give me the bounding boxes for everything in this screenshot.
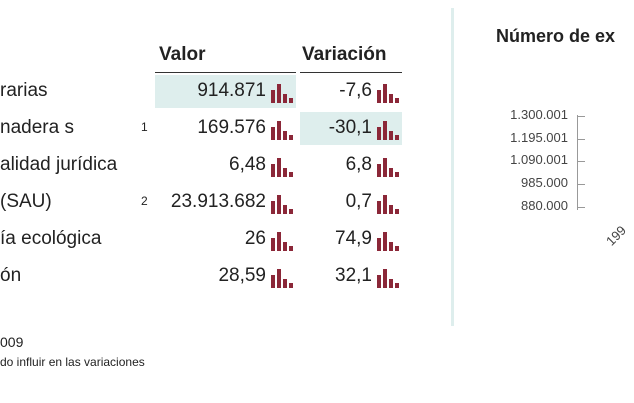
value-cell: 169.576 — [155, 112, 296, 145]
variation-number: 0,7 — [345, 191, 372, 212]
bar-chart-icon[interactable] — [377, 84, 399, 103]
value-number: 28,59 — [218, 265, 266, 286]
bar-chart-icon[interactable] — [377, 121, 399, 140]
table-row: ón 28,59 32,1 — [0, 260, 420, 297]
row-label: (SAU) — [0, 191, 52, 212]
y-axis — [577, 115, 578, 210]
variation-number: -7,6 — [339, 80, 372, 101]
value-cell: 26 — [155, 223, 296, 256]
bar-chart-icon[interactable] — [377, 195, 399, 214]
value-cell: 914.871 — [155, 75, 296, 108]
footnote-source: 009 — [0, 334, 24, 350]
bar-chart-icon[interactable] — [271, 232, 293, 251]
variation-number: 32,1 — [335, 265, 372, 286]
header-valor: Valor — [159, 44, 206, 65]
variation-number: 74,9 — [335, 228, 372, 249]
variation-cell: 74,9 — [300, 223, 402, 256]
y-tick-mark — [577, 184, 585, 185]
variation-number: -30,1 — [328, 117, 372, 138]
bar-chart-icon[interactable] — [271, 121, 293, 140]
footnote-note: do influir en las variaciones — [0, 355, 145, 369]
y-tick-label: 1.300.001 — [510, 107, 568, 122]
bar-chart-icon[interactable] — [271, 195, 293, 214]
y-tick-label: 880.000 — [521, 198, 568, 213]
row-note: 1 — [141, 120, 148, 134]
y-tick-mark — [577, 139, 585, 140]
row-label: ía ecológica — [0, 228, 102, 249]
row-label: ón — [0, 265, 22, 286]
row-label: alidad jurídica — [0, 154, 118, 175]
value-number: 169.576 — [197, 117, 266, 138]
x-tick-label: 199 — [603, 222, 629, 249]
variation-cell: 32,1 — [300, 260, 402, 293]
value-cell: 23.913.682 — [155, 186, 296, 219]
value-cell: 28,59 — [155, 260, 296, 293]
y-tick-label: 1.090.001 — [510, 152, 568, 167]
y-tick-label: 1.195.001 — [510, 130, 568, 145]
variation-cell: 6,8 — [300, 149, 402, 182]
row-note: 2 — [141, 194, 148, 208]
table-row: rarias 914.871 -7,6 — [0, 75, 420, 112]
row-label: nadera s — [0, 117, 74, 138]
y-tick-mark — [577, 207, 585, 208]
header-underline-valor — [155, 72, 296, 73]
bar-chart-icon[interactable] — [377, 232, 399, 251]
value-number: 914.871 — [197, 80, 266, 101]
bar-chart-icon[interactable] — [377, 269, 399, 288]
variation-cell: -30,1 — [300, 112, 402, 145]
variation-cell: -7,6 — [300, 75, 402, 108]
variation-cell: 0,7 — [300, 186, 402, 219]
variation-number: 6,8 — [345, 154, 372, 175]
value-cell: 6,48 — [155, 149, 296, 182]
y-tick-mark — [577, 161, 585, 162]
bar-chart-icon[interactable] — [377, 158, 399, 177]
y-tick-mark — [577, 116, 585, 117]
bar-chart-icon[interactable] — [271, 158, 293, 177]
y-tick-label: 985.000 — [521, 175, 568, 190]
table-row: (SAU) 2 23.913.682 0,7 — [0, 186, 420, 223]
bar-chart-icon[interactable] — [271, 84, 293, 103]
header-underline-variacion — [300, 72, 402, 73]
value-number: 26 — [244, 228, 266, 249]
table-row: ía ecológica 26 74,9 — [0, 223, 420, 260]
value-number: 6,48 — [229, 154, 266, 175]
table-row: alidad jurídica 6,48 6,8 — [0, 149, 420, 186]
bar-chart-icon[interactable] — [271, 269, 293, 288]
panel-divider — [451, 8, 454, 326]
chart-title: Número de ex — [496, 26, 616, 46]
value-number: 23.913.682 — [170, 191, 266, 212]
header-variacion: Variación — [302, 44, 387, 65]
table-row: nadera s 1 169.576 -30,1 — [0, 112, 420, 149]
row-label: rarias — [0, 80, 48, 101]
